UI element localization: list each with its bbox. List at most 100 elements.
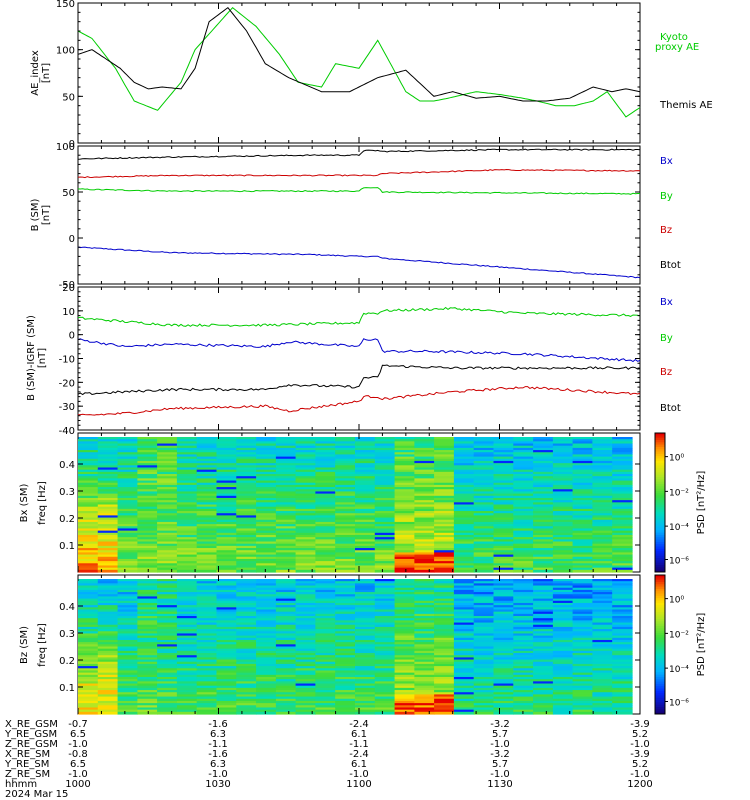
spec-cell xyxy=(355,642,376,645)
spec-cell xyxy=(315,631,336,635)
spec-cell xyxy=(453,445,475,449)
spec-cell xyxy=(473,569,495,573)
spec-cell xyxy=(374,528,396,532)
spec-cell xyxy=(275,629,297,632)
spec-cell xyxy=(216,602,237,606)
spec-cell xyxy=(137,626,158,630)
spec-cell xyxy=(493,709,514,713)
spec-cell xyxy=(315,666,336,669)
spec-cell xyxy=(256,561,277,564)
spec-cell xyxy=(78,511,99,514)
spec-cell xyxy=(355,513,376,516)
spec-cell xyxy=(176,629,198,632)
spec-cell xyxy=(335,698,356,702)
spec-cell xyxy=(592,633,613,637)
spec-cell xyxy=(216,526,237,530)
spec-cell xyxy=(256,587,277,591)
spec-cell xyxy=(355,480,376,484)
spec-cell xyxy=(97,513,119,516)
spec-cell xyxy=(434,539,455,543)
spec-cell xyxy=(374,515,396,519)
spec-cell xyxy=(473,471,495,475)
spec-cell xyxy=(157,541,178,545)
spec-cell xyxy=(453,437,475,440)
spec-cell xyxy=(315,711,336,715)
spec-cell xyxy=(533,705,554,709)
spec-cell xyxy=(137,480,158,484)
colorbar-tick-label: 10⁻⁶ xyxy=(669,698,689,708)
spec-cell xyxy=(137,618,158,621)
spec-cell xyxy=(414,653,435,656)
spec-cell xyxy=(493,537,514,540)
spec-cell xyxy=(473,711,495,715)
spec-cell xyxy=(394,471,415,475)
spec-cell xyxy=(78,600,99,604)
spec-cell xyxy=(335,670,356,674)
spec-cell xyxy=(414,532,435,536)
spec-cell xyxy=(552,482,574,486)
spec-cell xyxy=(137,581,158,584)
spec-cell xyxy=(533,683,554,687)
spec-cell xyxy=(137,633,158,637)
spec-cell xyxy=(374,543,396,547)
spec-cell xyxy=(434,611,455,615)
spec-cell xyxy=(275,607,297,611)
spec-cell xyxy=(355,450,376,453)
spec-cell xyxy=(374,687,396,691)
spec-cell xyxy=(394,661,415,665)
series-line-themis-ae xyxy=(77,7,641,102)
spec-cell xyxy=(374,642,396,645)
spec-cell xyxy=(493,484,514,488)
spec-cell xyxy=(355,661,376,665)
spec-cell xyxy=(533,456,554,460)
spec-cell xyxy=(513,454,534,458)
spec-cell xyxy=(157,532,178,536)
spec-cell xyxy=(513,703,534,706)
spec-cell xyxy=(137,450,158,453)
spec-cell xyxy=(414,456,435,460)
spec-cell xyxy=(592,650,613,654)
spec-cell xyxy=(137,683,158,687)
spec-cell xyxy=(414,589,435,593)
spec-cell xyxy=(493,445,514,449)
spec-cell xyxy=(216,545,237,549)
spec-cell xyxy=(216,504,237,508)
spec-cell xyxy=(335,458,356,462)
spec-cell xyxy=(414,474,435,477)
spec-cell xyxy=(513,655,534,658)
spec-cell xyxy=(176,534,198,538)
spec-cell xyxy=(78,558,99,562)
spec-cell xyxy=(196,653,218,656)
spec-cell xyxy=(157,550,178,554)
spec-cell xyxy=(196,657,218,661)
spec-cell xyxy=(453,476,475,479)
spec-cell xyxy=(394,556,415,560)
spec-cell xyxy=(513,513,534,516)
spec-cell xyxy=(275,452,297,456)
spec-cell xyxy=(453,583,475,587)
spec-cell xyxy=(533,598,554,602)
spec-cell xyxy=(196,659,218,663)
spec-cell xyxy=(295,676,316,680)
spec-cell xyxy=(117,707,138,711)
colorbar-cell xyxy=(655,483,665,487)
spec-cell xyxy=(137,596,158,600)
spec-cell xyxy=(453,648,475,652)
spec-cell xyxy=(592,532,613,536)
spec-cell xyxy=(355,508,376,512)
spec-cell xyxy=(335,474,356,477)
spec-cell xyxy=(275,616,297,619)
spec-cell xyxy=(78,569,99,573)
spec-cell xyxy=(275,554,297,558)
spec-cell xyxy=(256,653,277,656)
spec-cell xyxy=(335,561,356,564)
spec-cell xyxy=(533,670,554,674)
colorbar-cell xyxy=(655,467,665,471)
spec-cell xyxy=(434,480,455,484)
spec-cell xyxy=(434,700,455,704)
spec-cell xyxy=(295,482,316,486)
spec-cell xyxy=(453,456,475,460)
spec-cell xyxy=(216,530,237,534)
spec-cell xyxy=(572,583,593,587)
spec-cell xyxy=(493,605,514,608)
